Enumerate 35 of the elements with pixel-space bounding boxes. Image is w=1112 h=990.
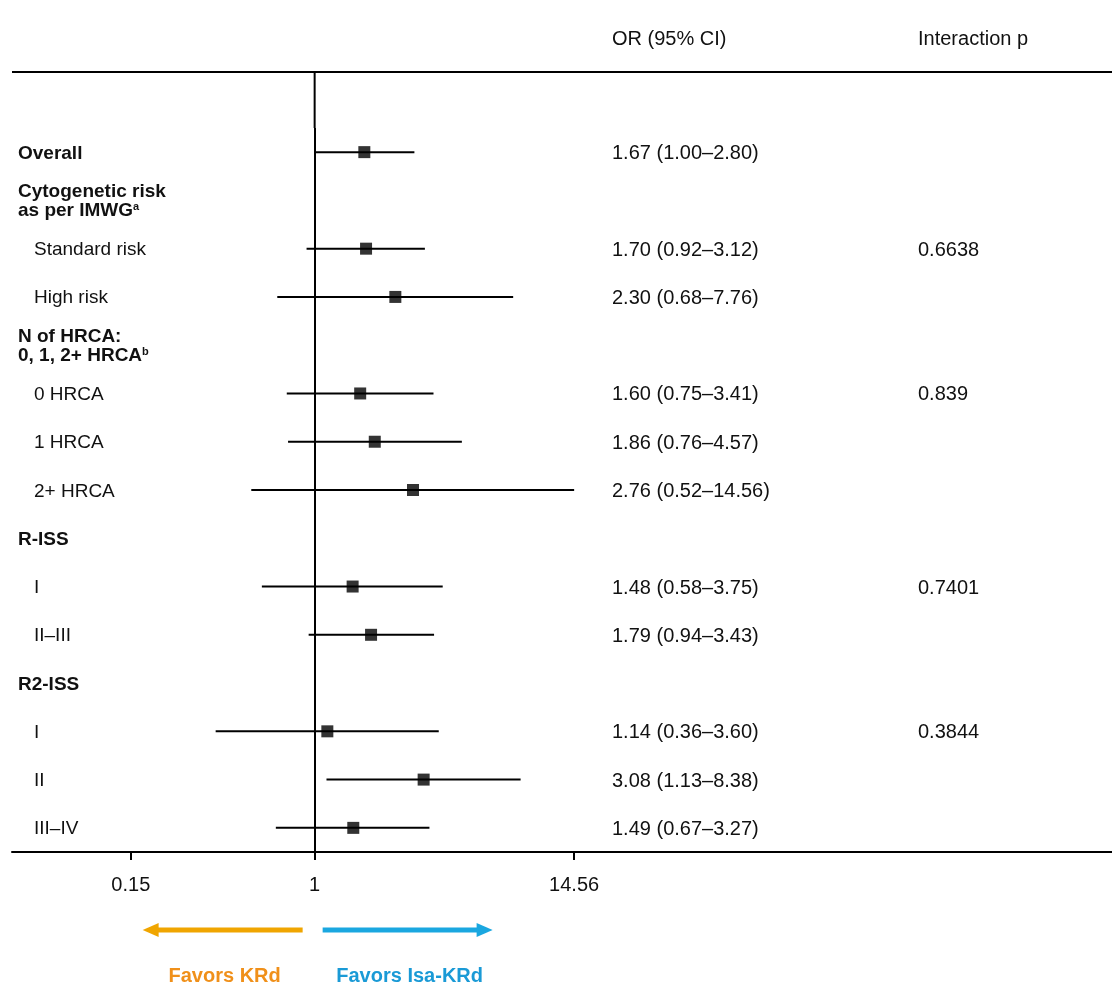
y-tick-label: I <box>34 576 40 598</box>
y-tick-label: II <box>34 769 45 791</box>
y-tick-label: 1 HRCA <box>34 431 105 453</box>
text: Favors KRd <box>168 964 281 986</box>
annotation: 1.14 (0.36–3.60) <box>612 720 759 743</box>
annotation: 1.86 (0.76–4.57) <box>612 430 759 453</box>
x-tick-label: 1 <box>309 873 321 895</box>
y-tick-label: I <box>34 720 40 742</box>
y-tick-label: II–III <box>34 624 71 646</box>
annotation: 1.48 (0.58–3.75) <box>612 575 759 598</box>
y-tick-label: 2+ HRCA <box>34 479 116 501</box>
annotation: 1.70 (0.92–3.12) <box>612 237 759 260</box>
x-tick-label: 0.15 <box>111 873 151 895</box>
annotation: 2.76 (0.52–14.56) <box>612 479 770 501</box>
text: Favors Isa-KRd <box>336 964 483 986</box>
annotation: 1.67 (1.00–2.80) <box>612 141 759 164</box>
y-tick-label: R-ISS <box>18 527 69 549</box>
annotation: 1.79 (0.94–3.43) <box>612 623 759 646</box>
annotation: 1.49 (0.67–3.27) <box>612 816 759 839</box>
text: Interaction p <box>918 27 1029 49</box>
y-tick-label: R2-ISS <box>18 672 80 694</box>
y-tick-label: 0 HRCA <box>34 382 105 404</box>
annotation: 0.7401 <box>918 575 980 598</box>
y-tick-label: Standard risk <box>34 238 147 260</box>
y-tick-label: High risk <box>34 286 109 308</box>
annotation: 0.6638 <box>918 237 980 260</box>
y-tick-label: III–IV <box>34 817 79 839</box>
text: OR (95% CI) <box>612 27 727 49</box>
x-tick-label: 14.56 <box>549 873 600 895</box>
annotation: 0.839 <box>918 382 969 405</box>
annotation: 1.60 (0.75–3.41) <box>612 382 759 405</box>
annotation: 3.08 (1.13–8.38) <box>612 768 759 791</box>
annotation: 2.30 (0.68–7.76) <box>612 285 759 308</box>
y-tick-label: Overall <box>18 141 83 163</box>
annotation: 0.3844 <box>918 720 980 743</box>
